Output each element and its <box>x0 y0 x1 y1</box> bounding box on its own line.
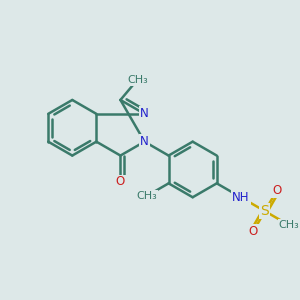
Text: N: N <box>140 107 149 120</box>
Text: CH₃: CH₃ <box>127 75 148 85</box>
Text: O: O <box>248 225 258 238</box>
Text: CH₃: CH₃ <box>279 220 299 230</box>
Text: O: O <box>116 176 125 188</box>
Text: NH: NH <box>232 191 250 204</box>
Text: S: S <box>260 204 269 218</box>
Text: N: N <box>140 135 149 148</box>
Text: O: O <box>272 184 281 197</box>
Text: CH₃: CH₃ <box>136 191 157 201</box>
